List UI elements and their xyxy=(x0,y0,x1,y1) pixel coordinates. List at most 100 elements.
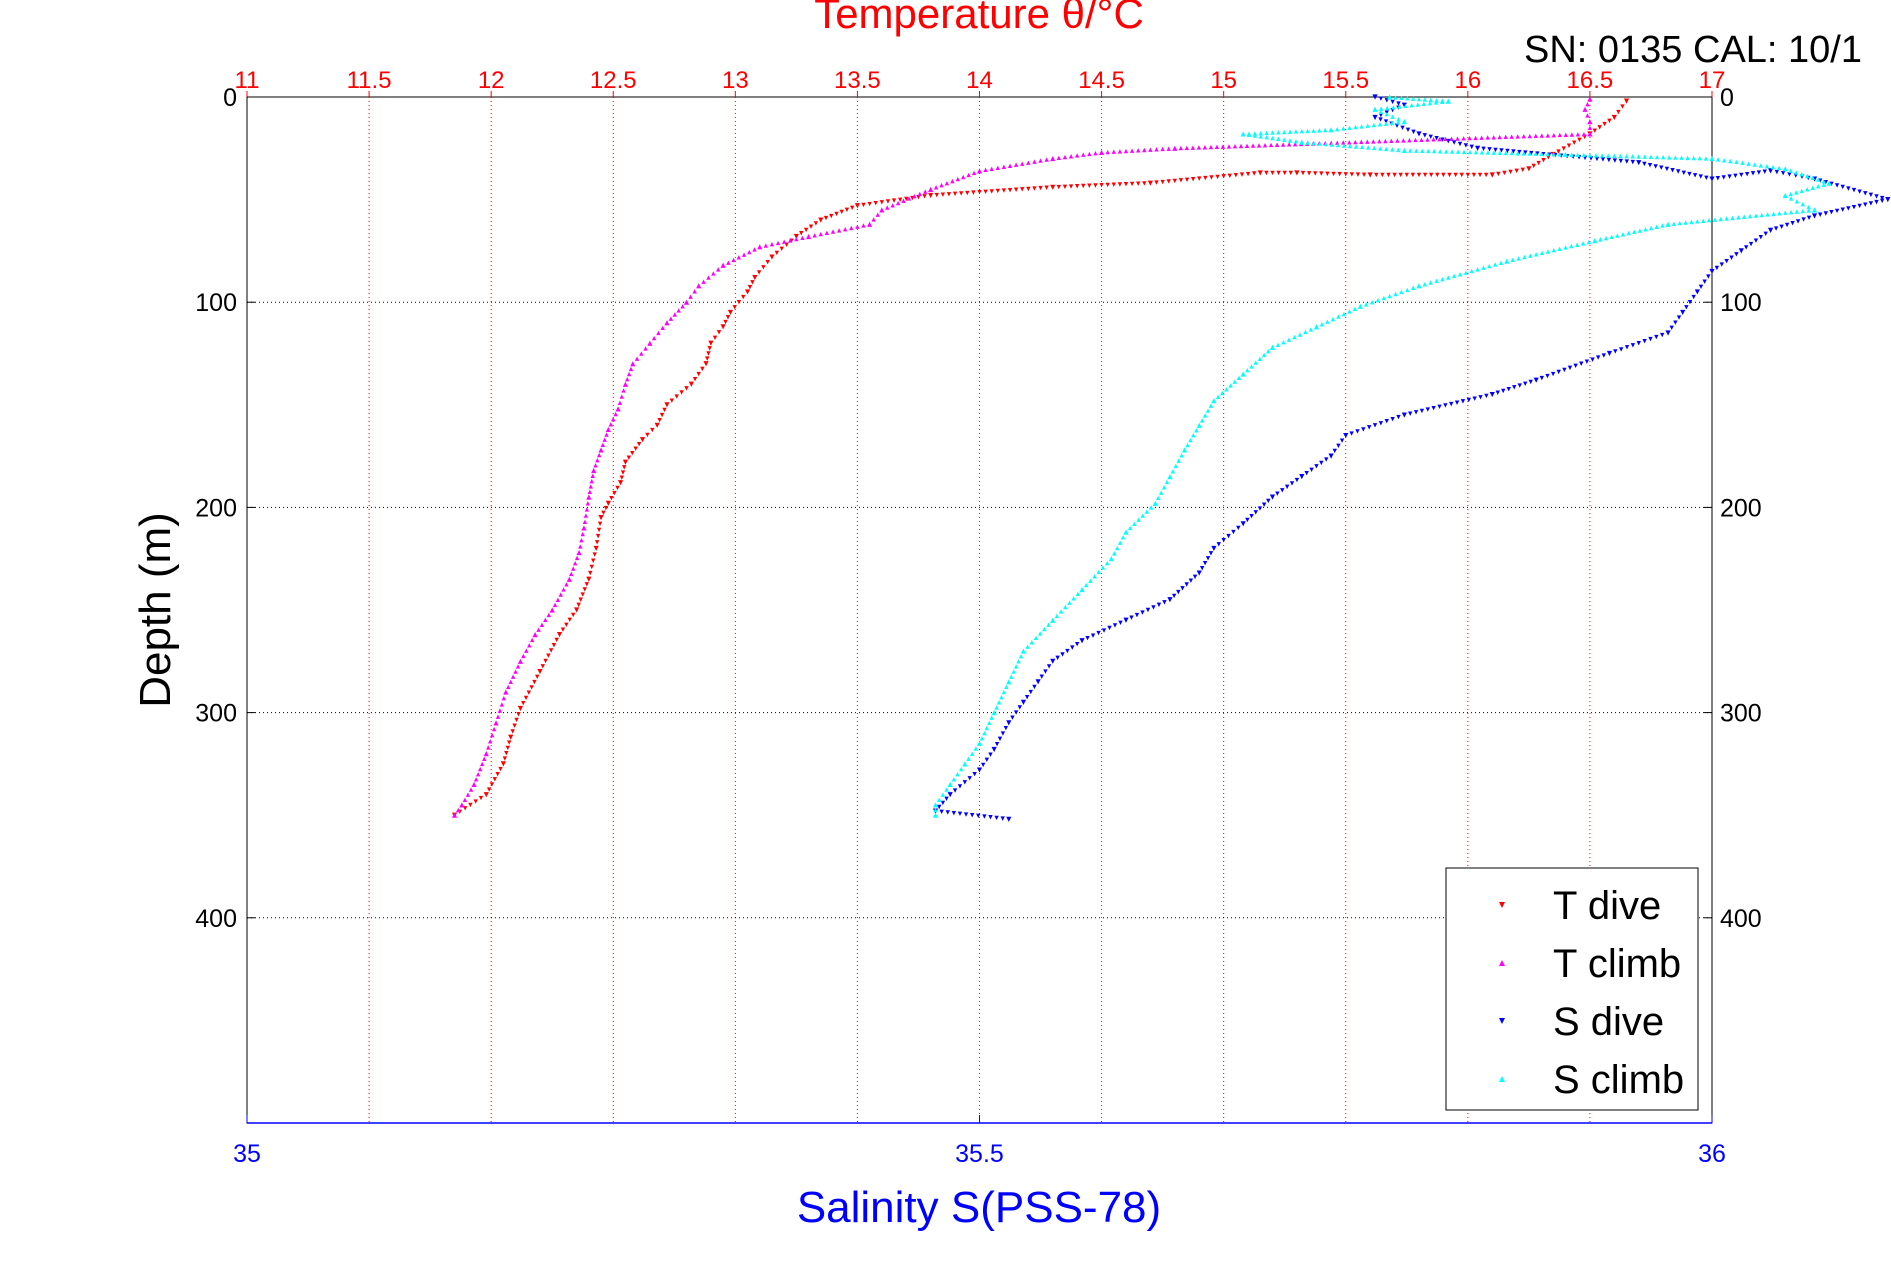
t-dive-point xyxy=(1429,172,1434,178)
t-dive-point xyxy=(500,761,506,767)
s-climb-point xyxy=(1516,256,1521,261)
s-dive-point xyxy=(1472,396,1477,401)
s-climb-point xyxy=(1393,95,1398,100)
t-dive-point xyxy=(650,427,655,433)
s-dive-point xyxy=(1573,363,1578,369)
t-climb-point xyxy=(622,381,629,387)
t-dive-point xyxy=(1343,172,1348,177)
s-dive-point xyxy=(1006,816,1012,822)
t-dive-point xyxy=(823,215,829,221)
t-climb-point xyxy=(499,702,505,707)
s-dive-point xyxy=(1694,289,1700,295)
s-climb-point xyxy=(1313,324,1320,330)
s-climb-point xyxy=(1736,215,1741,220)
t-dive-point xyxy=(1410,172,1416,178)
s-dive-point xyxy=(1378,117,1383,122)
s-climb-point xyxy=(1353,124,1358,130)
t-dive-point xyxy=(512,723,517,728)
s-climb-point xyxy=(1240,371,1246,377)
t-dive-point xyxy=(1536,160,1541,166)
t-climb-point xyxy=(1527,133,1532,139)
t-dive-point xyxy=(617,480,624,486)
s-dive-point xyxy=(1801,217,1806,222)
t-dive-point xyxy=(1616,109,1621,115)
s-dive-point xyxy=(1469,144,1474,150)
s-dive-point xyxy=(1779,224,1784,229)
s-dive-point xyxy=(1140,610,1145,615)
t-climb-point xyxy=(1062,154,1068,160)
s-dive-point xyxy=(962,780,968,785)
t-dive-point xyxy=(834,211,839,217)
t-climb-point xyxy=(1461,136,1466,141)
t-dive-point xyxy=(1300,170,1306,176)
s-climb-point xyxy=(1427,100,1433,106)
legend-marker-s-dive xyxy=(1499,1018,1505,1024)
t-climb-point xyxy=(726,260,731,265)
s-climb-point xyxy=(1369,300,1375,305)
s-climb-point xyxy=(1545,249,1551,254)
s-dive-point xyxy=(1738,248,1744,254)
t-dive-point xyxy=(1623,98,1630,104)
s-dive-point xyxy=(1653,164,1658,169)
t-climb-point xyxy=(1202,145,1208,150)
s-climb-point xyxy=(1123,529,1129,535)
temperature-tick-label: 14 xyxy=(966,67,993,94)
t-climb-point xyxy=(950,178,955,184)
t-dive-point xyxy=(1264,170,1269,176)
t-dive-point xyxy=(1306,171,1312,176)
s-climb-point xyxy=(1391,105,1396,110)
s-climb-point xyxy=(947,781,953,788)
s-dive-point xyxy=(1768,227,1774,233)
t-climb-point xyxy=(1437,136,1442,142)
s-dive-point xyxy=(1400,125,1405,130)
t-dive-point xyxy=(934,192,939,198)
s-climb-point xyxy=(1667,155,1672,160)
t-climb-point xyxy=(613,411,618,417)
s-climb-point xyxy=(1777,211,1782,216)
t-climb-point xyxy=(495,714,501,719)
s-climb-point xyxy=(1428,97,1433,103)
t-climb-point xyxy=(966,172,971,178)
t-climb-point xyxy=(1250,143,1256,148)
s-climb-point xyxy=(1347,309,1352,314)
t-climb-point xyxy=(619,394,624,399)
t-dive-point xyxy=(1313,171,1318,176)
s-climb-point xyxy=(1671,221,1677,226)
t-dive-point xyxy=(1577,137,1582,142)
s-climb-point xyxy=(1232,379,1238,384)
s-climb-point xyxy=(1475,267,1480,272)
s-climb-point xyxy=(1401,147,1407,153)
t-dive-point xyxy=(1178,178,1184,183)
t-dive-point xyxy=(1361,172,1367,178)
t-climb-point xyxy=(477,766,483,772)
s-climb-point xyxy=(1437,149,1443,154)
s-climb-point xyxy=(991,710,997,716)
s-dive-point xyxy=(1517,149,1522,155)
t-dive-point xyxy=(591,558,596,563)
t-climb-point xyxy=(493,720,499,726)
t-dive-point xyxy=(922,194,927,199)
s-climb-point xyxy=(1084,582,1089,588)
s-dive-point xyxy=(1523,150,1528,155)
t-dive-point xyxy=(727,309,734,316)
t-climb-point xyxy=(995,165,1001,170)
s-climb-point xyxy=(1401,119,1407,125)
s-climb-point xyxy=(1673,155,1678,160)
s-climb-point xyxy=(1691,155,1696,161)
s-dive-point xyxy=(1687,300,1693,305)
s-dive-point xyxy=(1533,377,1539,383)
s-climb-point xyxy=(1236,375,1242,381)
t-climb-point xyxy=(572,561,578,566)
s-climb-point xyxy=(1660,223,1665,228)
t-climb-point xyxy=(885,205,890,210)
t-climb-point xyxy=(879,207,885,213)
t-climb-point xyxy=(576,549,582,556)
t-climb-point xyxy=(513,669,518,674)
t-climb-point xyxy=(1292,141,1298,147)
s-climb-point xyxy=(1144,509,1150,514)
s-dive-point xyxy=(1680,309,1686,316)
t-dive-point xyxy=(897,197,903,202)
s-dive-point xyxy=(1691,294,1696,300)
s-climb-point xyxy=(1587,152,1593,158)
t-climb-point xyxy=(1166,146,1171,151)
